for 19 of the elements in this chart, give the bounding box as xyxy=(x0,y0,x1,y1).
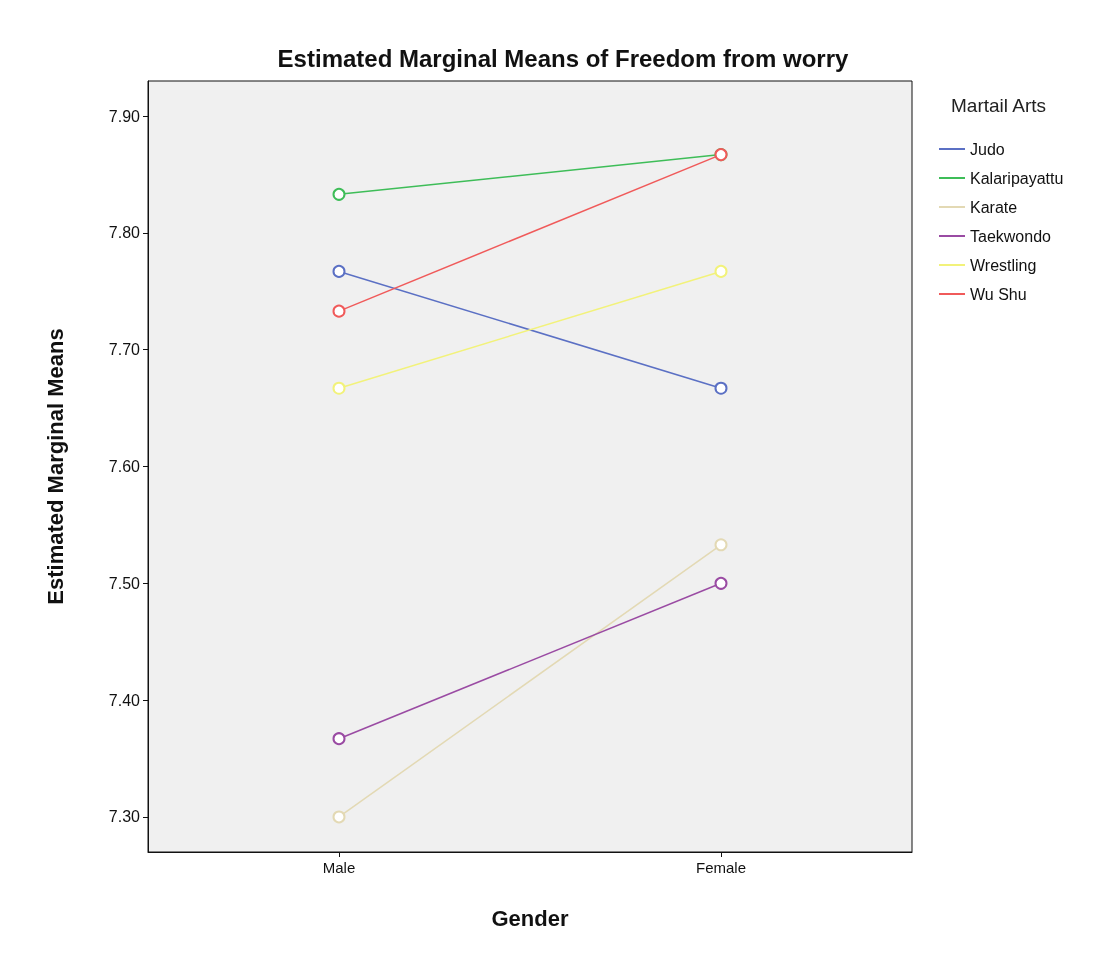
y-tick-label: 7.70 xyxy=(108,341,141,359)
y-tick-label: 7.40 xyxy=(108,691,141,709)
y-tick-label: 7.80 xyxy=(108,224,141,242)
legend-label: Karate xyxy=(970,198,1018,216)
y-axis-title: Estimated Marginal Means xyxy=(42,328,68,605)
y-tick-label: 7.60 xyxy=(108,458,141,475)
x-tick-label: Male xyxy=(322,859,356,876)
y-tick-label: 7.50 xyxy=(108,574,141,592)
legend-label: Judo xyxy=(970,140,1005,158)
legend-label: Kalaripayattu xyxy=(970,169,1064,187)
legend-label: Wu Shu xyxy=(970,285,1027,303)
legend-label: Taekwondo xyxy=(970,227,1052,245)
y-tick-label: 7.90 xyxy=(108,107,141,125)
x-axis-title: Gender xyxy=(491,905,569,931)
y-tick-label: 7.30 xyxy=(108,808,141,826)
legend-label: Wrestling xyxy=(970,256,1037,274)
legend-title: Martail Arts xyxy=(951,95,1047,116)
chart-title: Estimated Marginal Means of Freedom from worry xyxy=(277,44,850,72)
x-tick-label: Female xyxy=(695,859,747,876)
